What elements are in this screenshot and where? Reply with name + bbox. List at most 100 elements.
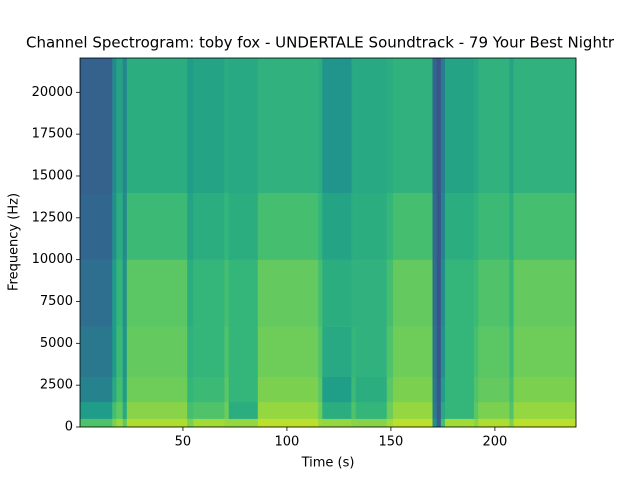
- x-axis-label: Time (s): [301, 456, 355, 471]
- spectrogram-cell: [322, 259, 352, 327]
- spectrogram-cell: [351, 401, 356, 419]
- spectrogram-cell: [193, 376, 225, 403]
- spectrogram-cell: [116, 58, 123, 194]
- spectrogram-cell: [126, 418, 188, 428]
- y-tick-label: 7500: [40, 294, 73, 309]
- x-tick-label: 50: [175, 435, 192, 450]
- plot-frame: [79, 57, 577, 428]
- spectrogram-cell: [513, 418, 577, 428]
- spectrogram-cell: [440, 401, 446, 419]
- spectrogram-cell: [386, 376, 394, 403]
- spectrogram-cell: [193, 259, 225, 327]
- spectrogram-cell: [513, 259, 577, 327]
- spectrogram-cell: [318, 259, 323, 327]
- spectrogram-cell: [228, 58, 259, 194]
- spectrogram-cell: [436, 192, 442, 260]
- spectrogram-cell: [513, 326, 577, 378]
- spectrogram-cell: [474, 58, 479, 194]
- spectrogram-cell: [257, 58, 319, 194]
- spectrogram-cell: [474, 376, 479, 403]
- spectrogram-cell: [513, 401, 577, 419]
- spectrogram-cell: [257, 376, 319, 403]
- spectrogram-cell: [474, 192, 479, 260]
- spectrogram-cell: [193, 326, 225, 378]
- y-tick-label: 10000: [32, 252, 73, 267]
- spectrogram-cell: [444, 326, 475, 378]
- spectrogram-cell: [432, 376, 437, 403]
- spectrogram-cell: [187, 376, 194, 403]
- spectrogram-cell: [355, 376, 388, 403]
- spectrogram-cell: [432, 401, 437, 419]
- spectrogram-cell: [436, 58, 442, 194]
- spectrogram-cell: [351, 259, 356, 327]
- spectrogram-cell: [224, 326, 229, 378]
- x-tick-label: 200: [482, 435, 507, 450]
- spectrogram-cell: [322, 192, 352, 260]
- spectrogram-cell: [122, 259, 128, 327]
- spectrogram-cell: [193, 418, 225, 428]
- spectrogram-cell: [386, 192, 394, 260]
- spectrogram-cell: [444, 418, 475, 428]
- spectrogram-cell: [509, 58, 514, 194]
- spectrogram-cell: [386, 401, 394, 419]
- spectrogram-cell: [116, 259, 123, 327]
- spectrogram-cell: [122, 401, 128, 419]
- spectrogram-cell: [355, 192, 388, 260]
- spectrogram-cell: [509, 376, 514, 403]
- spectrogram-cell: [432, 326, 437, 378]
- spectrogram-cell: [80, 376, 113, 403]
- spectrogram-cell: [257, 418, 319, 428]
- spectrogram-cell: [257, 326, 319, 378]
- spectrogram-cell: [351, 326, 356, 378]
- spectrogram-cell: [509, 259, 514, 327]
- spectrogram-cell: [509, 418, 514, 428]
- spectrogram-cell: [257, 401, 319, 419]
- spectrogram-cell: [112, 192, 117, 260]
- spectrogram-cell: [392, 376, 433, 403]
- spectrogram-cell: [318, 58, 323, 194]
- spectrogram-cell: [228, 401, 259, 419]
- spectrogram-cell: [126, 401, 188, 419]
- spectrogram-cell: [187, 192, 194, 260]
- spectrogram-cell: [318, 401, 323, 419]
- spectrogram-cell: [224, 401, 229, 419]
- spectrogram-cell: [386, 418, 394, 428]
- spectrogram-cell: [112, 58, 117, 194]
- spectrogram-cell: [355, 58, 388, 194]
- spectrogram-cell: [187, 326, 194, 378]
- spectrogram-cell: [257, 259, 319, 327]
- y-tick-label: 17500: [32, 127, 73, 142]
- spectrogram-cell: [318, 418, 323, 428]
- spectrogram-cell: [351, 58, 356, 194]
- spectrogram-cell: [440, 376, 446, 403]
- spectrogram-cell: [116, 326, 123, 378]
- spectrogram-cell: [116, 401, 123, 419]
- spectrogram-cell: [386, 259, 394, 327]
- spectrogram-cell: [478, 259, 510, 327]
- spectrogram-cell: [513, 376, 577, 403]
- spectrogram-cell: [187, 401, 194, 419]
- spectrogram-cell: [436, 259, 442, 327]
- spectrogram-cell: [112, 259, 117, 327]
- spectrogram-cell: [122, 192, 128, 260]
- y-axis-label: Frequency (Hz): [7, 193, 22, 291]
- spectrogram-cell: [122, 58, 128, 194]
- spectrogram-cell: [80, 58, 113, 194]
- spectrogram-cell: [513, 58, 577, 194]
- spectrogram-cell: [392, 259, 433, 327]
- y-tick-label: 2500: [40, 378, 73, 393]
- spectrogram-cell: [126, 58, 188, 194]
- spectrogram-cell: [355, 326, 388, 378]
- spectrogram-cell: [386, 326, 394, 378]
- spectrogram-cell: [228, 192, 259, 260]
- spectrogram-cell: [444, 58, 475, 194]
- spectrogram-cell: [355, 418, 388, 428]
- spectrogram-cell: [474, 401, 479, 419]
- spectrogram-cell: [392, 418, 433, 428]
- spectrogram-cell: [116, 192, 123, 260]
- spectrogram-cell: [474, 326, 479, 378]
- spectrogram-cell: [474, 418, 479, 428]
- spectrogram-cell: [112, 326, 117, 378]
- spectrogram-cell: [509, 192, 514, 260]
